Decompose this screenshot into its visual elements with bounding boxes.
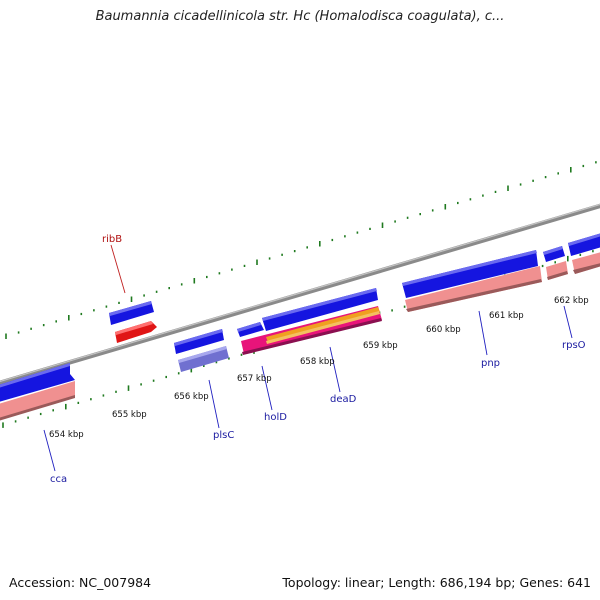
accession-text: Accession: NC_007984 bbox=[9, 575, 152, 590]
label-connectors bbox=[43, 244, 573, 472]
gene-label-rpsO[interactable]: rpsO bbox=[562, 340, 586, 351]
gene-labels: cca ribB plsC holD deaD pnp rpsO bbox=[50, 234, 586, 485]
ruler-label-655: 655 kbp bbox=[112, 410, 147, 420]
gene-deaD-feature[interactable] bbox=[241, 288, 382, 355]
ruler-label-659: 659 kbp bbox=[363, 341, 398, 351]
minor-ticks-upper bbox=[5, 161, 597, 339]
ruler-label-661: 661 kbp bbox=[489, 311, 524, 321]
gene-cca-feature[interactable] bbox=[0, 363, 75, 422]
ruler-label-660: 660 kbp bbox=[426, 325, 461, 335]
gene-label-deaD[interactable]: deaD bbox=[330, 394, 357, 405]
gene-holD-feature[interactable] bbox=[237, 322, 264, 337]
chromosome-backbone bbox=[0, 203, 600, 386]
gene-pnp-feature[interactable] bbox=[402, 250, 542, 312]
gene-rpsO-feature[interactable] bbox=[543, 246, 568, 280]
gene-label-holD[interactable]: holD bbox=[264, 412, 287, 423]
gene-label-ribB[interactable]: ribB bbox=[102, 234, 122, 245]
gene-ribB-feature[interactable] bbox=[109, 301, 157, 343]
map-title: Baumannia cicadellinicola str. Hc (Homal… bbox=[95, 9, 505, 24]
topology-summary: Topology: linear; Length: 686,194 bp; Ge… bbox=[282, 575, 591, 590]
gene-label-cca[interactable]: cca bbox=[50, 474, 67, 485]
ruler-label-656: 656 kbp bbox=[174, 392, 209, 402]
gene-label-plsC[interactable]: plsC bbox=[213, 430, 234, 441]
ruler-labels: 654 kbp 655 kbp 656 kbp 657 kbp 658 kbp … bbox=[49, 296, 589, 440]
ruler-label-657: 657 kbp bbox=[237, 374, 272, 384]
ruler-label-658: 658 kbp bbox=[300, 357, 335, 367]
ruler-label-654: 654 kbp bbox=[49, 430, 84, 440]
ruler-label-662: 662 kbp bbox=[554, 296, 589, 306]
gene-label-pnp[interactable]: pnp bbox=[481, 358, 500, 369]
gene-plsC-feature[interactable] bbox=[174, 329, 229, 372]
gene-next-feature[interactable] bbox=[568, 232, 600, 274]
